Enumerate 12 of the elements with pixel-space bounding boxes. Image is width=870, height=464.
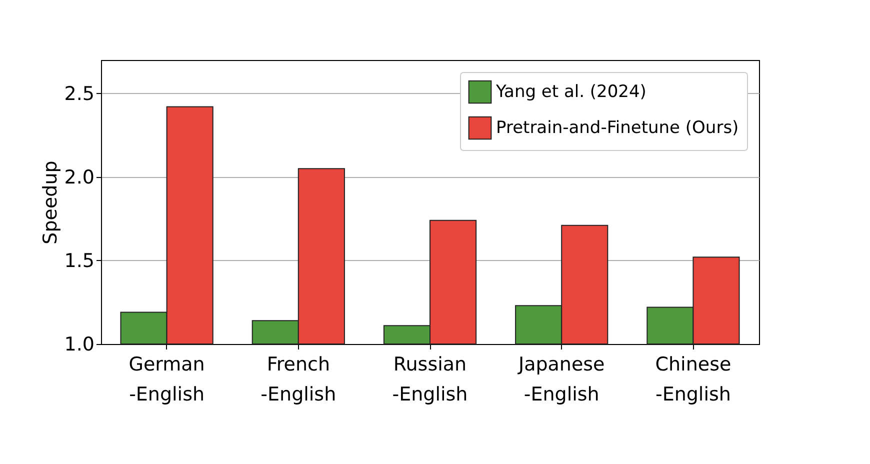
x-tick-label: Japanese -English [517, 354, 605, 406]
y-tick-label: 2.0 [64, 166, 94, 188]
x-tick-label: Russian -English [392, 354, 468, 406]
y-tick-label: 1.0 [64, 334, 94, 356]
y-axis-title: Speedup [39, 160, 62, 244]
x-tick-label: German -English [128, 354, 205, 406]
legend-label: Pretrain-and-Finetune (Ours) [496, 118, 739, 138]
x-tick-label: French -English [260, 354, 336, 406]
y-tick-label: 2.5 [64, 82, 94, 105]
legend-label: Yang et al. (2024) [495, 82, 646, 102]
x-tick-label: Chinese -English [655, 354, 732, 406]
y-tick-label: 1.5 [64, 250, 94, 272]
